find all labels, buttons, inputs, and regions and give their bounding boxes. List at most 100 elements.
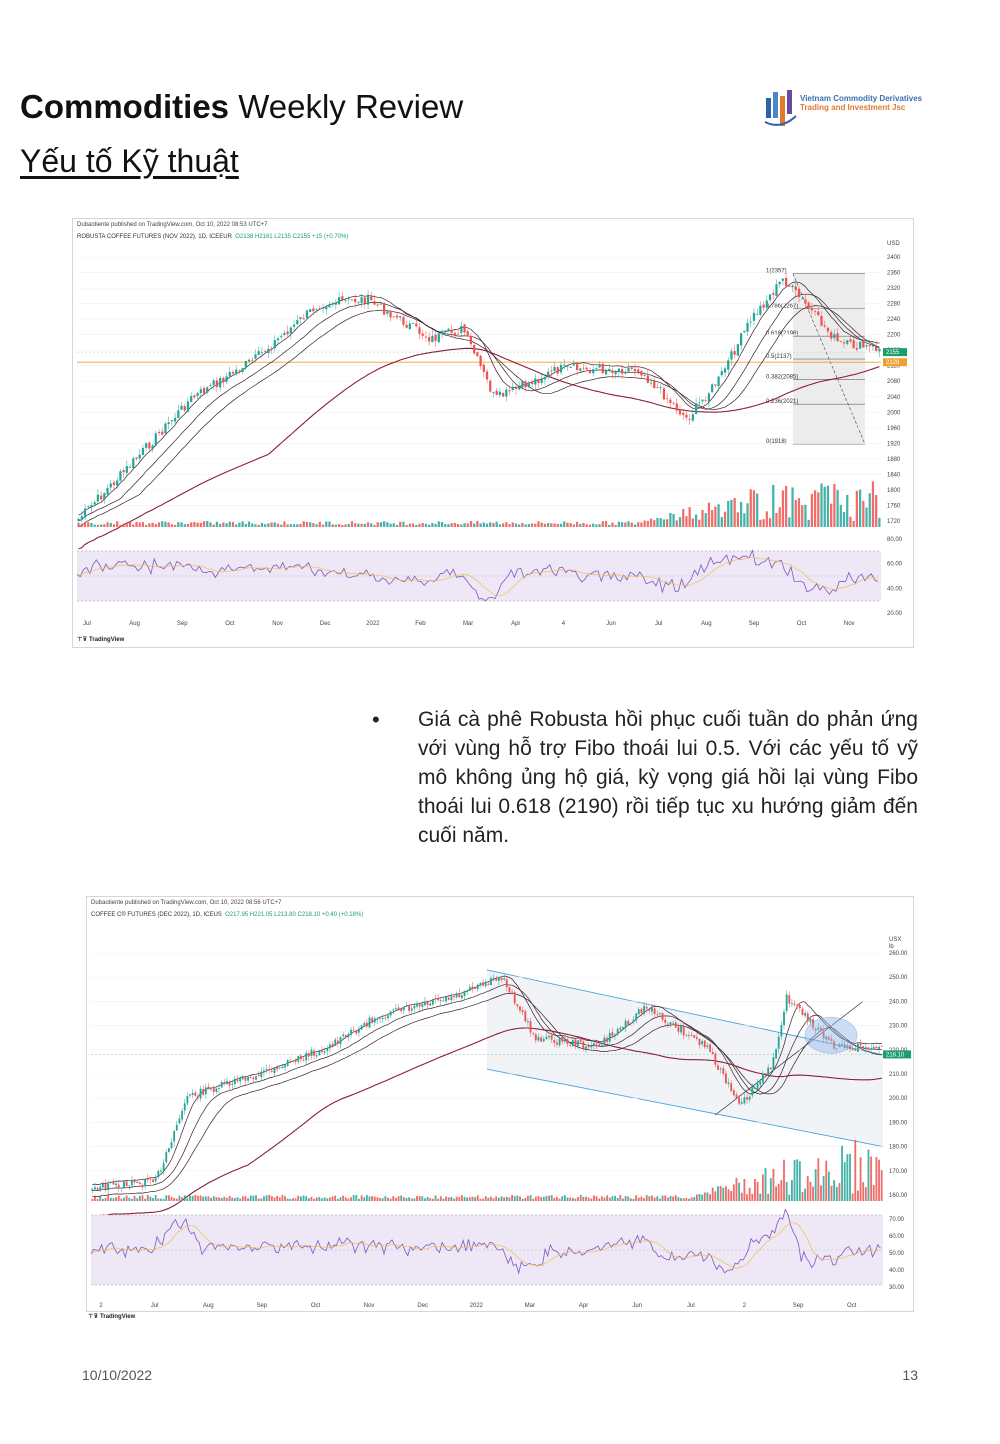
volume-bar — [497, 1197, 500, 1201]
candle-body — [836, 333, 839, 341]
last-price-tag — [883, 1050, 911, 1059]
candle-body — [875, 1046, 878, 1049]
volume-bar — [688, 1198, 690, 1201]
volume-bar — [629, 1198, 632, 1201]
volume-bar — [162, 1198, 165, 1201]
volume-bar — [167, 1195, 170, 1201]
volume-bar — [323, 1197, 326, 1201]
moving-average-line — [78, 293, 880, 522]
volume-bar — [756, 1181, 759, 1201]
candle-body — [331, 303, 334, 305]
candle-body — [264, 351, 267, 352]
candle-body — [405, 324, 408, 328]
volume-bar — [865, 507, 868, 527]
volume-bar — [643, 1198, 646, 1201]
volume-bar — [189, 1195, 191, 1201]
volume-bar — [399, 521, 402, 527]
volume-bar — [447, 1197, 450, 1201]
page-number: 13 — [902, 1367, 918, 1383]
volume-bar — [157, 1198, 160, 1201]
footer-date: 10/10/2022 — [82, 1367, 153, 1383]
price-tick-label: 2200 — [887, 333, 901, 339]
candle-body — [595, 368, 598, 370]
volume-bar — [767, 1193, 770, 1201]
volume-bar — [585, 1196, 587, 1201]
price-tick-label: 2400 — [887, 255, 901, 261]
candle-body — [553, 1040, 556, 1043]
volume-bar — [257, 1198, 260, 1201]
candle-body — [752, 312, 756, 321]
candle-body — [508, 390, 511, 392]
volume-bar — [379, 522, 383, 527]
volume-bar — [93, 524, 96, 527]
volume-bar — [611, 522, 614, 527]
candle-body — [871, 345, 875, 347]
candle-body — [640, 371, 643, 376]
candle-body — [170, 420, 173, 422]
candle-body — [733, 351, 736, 355]
volume-bar — [484, 1196, 487, 1201]
volume-bar — [289, 524, 292, 527]
volume-bar — [764, 1168, 767, 1201]
candle-body — [183, 406, 186, 411]
volume-bar — [553, 1197, 556, 1201]
candle-body — [614, 370, 617, 375]
candle-body — [445, 996, 448, 1002]
candle-body — [428, 337, 431, 342]
candle-body — [516, 1004, 519, 1007]
candle-body — [736, 344, 740, 356]
candle-body — [161, 431, 164, 435]
volume-bar — [851, 1193, 854, 1201]
volume-bar — [309, 522, 312, 527]
volume-bar — [210, 1197, 213, 1201]
volume-bar — [144, 1198, 147, 1201]
candle-body — [434, 334, 437, 341]
volume-bar — [99, 524, 103, 527]
candle-body — [532, 1033, 535, 1034]
candle-body — [608, 1032, 611, 1042]
candle-body — [514, 388, 518, 389]
volume-bar — [878, 1159, 880, 1201]
candle-body — [223, 1081, 226, 1084]
candle-body — [783, 1011, 785, 1026]
candle-body — [490, 978, 492, 985]
candle-body — [624, 1020, 627, 1028]
volume-bar — [315, 1197, 318, 1201]
volume-bar — [209, 522, 212, 527]
candle-body — [727, 360, 730, 370]
volume-bar — [720, 517, 723, 527]
candle-body — [798, 1005, 801, 1009]
candle-body — [226, 1081, 228, 1084]
candle-body — [827, 1036, 830, 1040]
candle-body — [321, 1049, 323, 1053]
volume-bar — [141, 522, 145, 527]
candle-body — [276, 338, 280, 341]
volume-bar — [273, 1197, 276, 1201]
candle-body — [315, 309, 318, 311]
volume-bar — [707, 502, 711, 527]
rsi-tick-label: 40.00 — [889, 1268, 905, 1274]
volume-bar — [344, 524, 347, 527]
candle-body — [228, 371, 231, 377]
volume-bar — [807, 519, 810, 527]
candle-body — [90, 505, 93, 508]
volume-bar — [463, 523, 466, 527]
candle-body — [748, 1096, 751, 1100]
candle-body — [685, 1035, 688, 1036]
channel-upper-line — [486, 969, 884, 1056]
volume-bar — [109, 1197, 112, 1201]
volume-bar — [543, 523, 547, 527]
volume-bar — [177, 522, 180, 527]
volume-bar — [190, 522, 193, 527]
candle-body — [416, 1003, 418, 1007]
volume-bar — [360, 1195, 363, 1201]
candle-body — [144, 1179, 147, 1186]
candle-body — [682, 412, 685, 415]
volume-bar — [405, 524, 408, 527]
volume-bar — [460, 524, 463, 527]
candle-body — [563, 1039, 566, 1042]
volume-bar — [125, 1195, 128, 1201]
x-axis-label: Aug — [701, 621, 712, 627]
volume-bar — [149, 1196, 152, 1201]
candle-body — [849, 1045, 851, 1049]
